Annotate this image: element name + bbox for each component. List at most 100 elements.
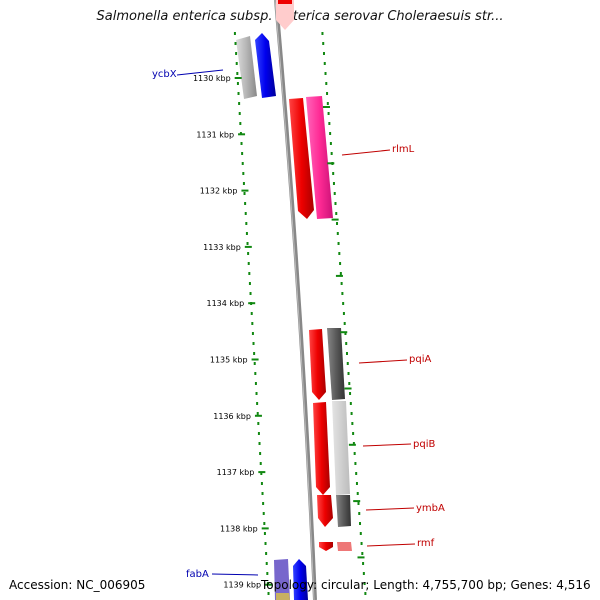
tick-mark-left [261, 527, 269, 530]
dotted-guide-right [333, 192, 336, 195]
dotted-guide-left [237, 92, 240, 95]
dotted-guide-right [349, 392, 352, 395]
gene-label-fabA[interactable]: fabA [186, 569, 209, 580]
dotted-guide-left [241, 152, 244, 155]
dotted-guide-left [241, 162, 244, 165]
dotted-guide-left [247, 262, 250, 265]
dotted-guide-right [356, 492, 359, 495]
dotted-guide-right [322, 52, 325, 55]
dotted-guide-right [339, 272, 342, 275]
tick-mark-left [258, 471, 266, 474]
gene-label-rlmL[interactable]: rlmL [392, 144, 415, 155]
dotted-guide-left [245, 222, 248, 225]
dotted-guide-right [334, 202, 337, 205]
tick-label: 1131 kbp [196, 130, 234, 139]
dotted-guide-left [234, 42, 237, 45]
dotted-guide-right [338, 252, 341, 255]
gene-pqiA[interactable] [309, 328, 345, 400]
gene-leader-line-ymbA [365, 507, 415, 511]
dotted-guide-left [259, 462, 262, 465]
dotted-guide-right [323, 62, 326, 65]
gene-ymbA-dark [336, 495, 351, 527]
tick-mark-right [357, 556, 365, 559]
gene-pqiB-red [313, 402, 330, 495]
dotted-guide-right [359, 532, 362, 535]
dotted-guide-left [259, 452, 262, 455]
dotted-guide-right [329, 132, 332, 135]
dotted-guide-right [354, 462, 357, 465]
gene-leader-line-rlmL [341, 149, 391, 156]
dotted-guide-left [250, 312, 253, 315]
dotted-guide-left [260, 472, 263, 475]
gene-label-rmf[interactable]: rmf [417, 538, 435, 549]
dotted-guide-right [355, 482, 358, 485]
dotted-guide-right [361, 552, 364, 555]
dotted-guide-right [362, 562, 365, 565]
gene-labels: ycbX rlmL pqiA pqiB ymbA rmf fabA [152, 69, 445, 580]
dotted-guide-right [343, 322, 346, 325]
dotted-guide-right [337, 242, 340, 245]
feature-top-partial [276, 0, 294, 30]
dotted-guide-right [336, 232, 339, 235]
gene-ycbX-gray [236, 36, 257, 99]
dotted-guide-right [347, 372, 350, 375]
tick-mark-left [265, 583, 273, 586]
gene-fabA-purple [274, 559, 290, 600]
dotted-guide-left [242, 182, 245, 185]
topology-text: Topology: circular; Length: 4,755,700 bp… [261, 578, 591, 592]
dotted-guide-left [254, 382, 257, 385]
dotted-guide-left [235, 62, 238, 65]
dotted-guide-right [332, 172, 335, 175]
gene-ymbA-red [317, 495, 333, 527]
gene-rmf[interactable] [319, 542, 352, 551]
dotted-guide-right [349, 402, 352, 405]
dotted-guide-right [355, 472, 358, 475]
tick-label: 1136 kbp [213, 412, 251, 421]
tick-mark-right [322, 106, 330, 108]
dotted-guide-left [235, 52, 238, 55]
dotted-guide-left [252, 342, 255, 345]
tick-mark-left [234, 77, 242, 79]
genome-backbone-highlight [274, 0, 315, 600]
gene-leader-line-ycbX [176, 69, 224, 76]
accession-text: Accession: NC_006905 [9, 578, 146, 592]
gene-label-pqiA[interactable]: pqiA [409, 354, 431, 365]
dotted-guide-right [344, 332, 347, 335]
tick-mark-right [340, 331, 348, 334]
map-title: Salmonella enterica subsp. enterica sero… [96, 9, 504, 24]
gene-fabA[interactable] [274, 559, 308, 600]
tick-mark-left [254, 414, 262, 417]
dotted-guide-left [239, 122, 242, 125]
genome-backbone [274, 0, 317, 600]
dotted-guide-left [236, 72, 239, 75]
tick-mark-right [344, 387, 352, 390]
dotted-guide-left [244, 212, 247, 215]
dotted-guide-right [345, 342, 348, 345]
dotted-guide-left [264, 542, 267, 545]
dotted-guide-left [263, 522, 266, 525]
tick-mark-right [348, 443, 356, 446]
dotted-guide-left [245, 232, 248, 235]
dotted-guide-left [251, 322, 254, 325]
dotted-guide-right [342, 312, 345, 315]
gene-label-ycbX[interactable]: ycbX [152, 69, 177, 80]
gene-fabA-blue [293, 559, 308, 600]
tick-mark-right [353, 500, 361, 503]
gene-pqiB[interactable] [313, 401, 350, 495]
dotted-guide-right [359, 522, 362, 525]
gene-rlmL[interactable] [289, 96, 333, 219]
dotted-guide-left [248, 282, 251, 285]
gene-label-ymbA[interactable]: ymbA [416, 503, 445, 514]
tick-label: 1137 kbp [217, 468, 255, 477]
gene-pqiA-red [309, 329, 326, 400]
gene-ymbA[interactable] [317, 495, 351, 527]
gene-label-pqiB[interactable]: pqiB [413, 439, 435, 450]
dotted-guide-left [258, 442, 261, 445]
tick-mark-left [238, 133, 246, 136]
tick-label: 1139 kbp [223, 581, 261, 590]
dotted-guide-right [335, 212, 338, 215]
tick-mark-left [248, 302, 256, 305]
dotted-guide-left [254, 372, 257, 375]
gene-ycbX[interactable] [236, 33, 276, 99]
